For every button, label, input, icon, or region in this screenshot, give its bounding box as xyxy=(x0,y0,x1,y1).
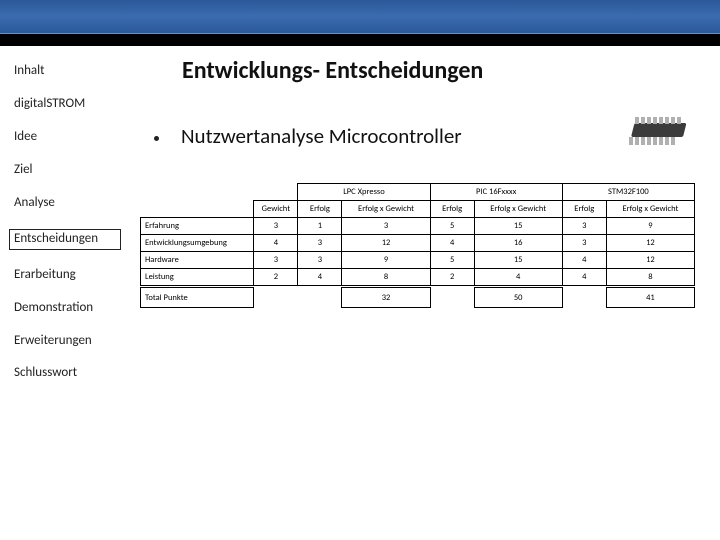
total-label: Total Punkte xyxy=(141,288,254,308)
sidebar-item-erweiterungen[interactable]: Erweiterungen xyxy=(14,334,120,349)
main-content: Entwicklungs- Entscheidungen Nutzwertana… xyxy=(130,46,720,540)
subtitle-row: Nutzwertanalyse Microcontroller xyxy=(154,123,705,149)
row-erfahrung-label: Erfahrung xyxy=(141,218,254,235)
row-leistung-label: Leistung xyxy=(141,269,254,286)
decision-table-wrapper: LPC Xpresso PIC 16Fxxxx STM32F100 Gewich… xyxy=(140,183,695,308)
sidebar-item-idee[interactable]: Idee xyxy=(14,130,120,145)
sidebar-item-ziel[interactable]: Ziel xyxy=(14,163,120,178)
row-hardware-label: Hardware xyxy=(141,252,254,269)
sidebar-item-erarbeitung[interactable]: Erarbeitung xyxy=(14,268,120,283)
total-lpc: 32 xyxy=(342,288,430,308)
sidebar-item-inhalt[interactable]: Inhalt xyxy=(14,64,120,79)
total-pic: 50 xyxy=(474,288,562,308)
subtitle-text: Nutzwertanalyse Microcontroller xyxy=(181,123,462,149)
header-erfolg-3: Erfolg xyxy=(562,201,606,218)
sidebar-item-entscheidungen[interactable]: Entscheidungen xyxy=(9,229,121,250)
decision-table: LPC Xpresso PIC 16Fxxxx STM32F100 Gewich… xyxy=(140,183,695,308)
header-erfolg-2: Erfolg xyxy=(430,201,474,218)
header-eg-1: Erfolg x Gewicht xyxy=(342,201,430,218)
sidebar-item-schlusswort[interactable]: Schlusswort xyxy=(14,366,120,381)
column-group-pic: PIC 16Fxxxx xyxy=(430,184,562,201)
header-eg-3: Erfolg x Gewicht xyxy=(606,201,694,218)
total-stm: 41 xyxy=(606,288,694,308)
page-title: Entwicklungs- Entscheidungen xyxy=(182,56,705,85)
header-erfolg-1: Erfolg xyxy=(298,201,342,218)
column-group-stm: STM32F100 xyxy=(562,184,694,201)
black-strip xyxy=(0,34,720,46)
sidebar-item-analyse[interactable]: Analyse xyxy=(14,196,120,211)
sidebar-nav: Inhalt digitalSTROM Idee Ziel Analyse En… xyxy=(0,46,130,540)
sidebar-item-demonstration[interactable]: Demonstration xyxy=(14,301,120,316)
row-entwicklungsumgebung-label: Entwicklungsumgebung xyxy=(141,235,254,252)
column-group-lpc: LPC Xpresso xyxy=(298,184,430,201)
header-gewicht: Gewicht xyxy=(254,201,298,218)
bullet-icon xyxy=(154,136,159,141)
accent-gradient-bar xyxy=(0,0,720,34)
header-eg-2: Erfolg x Gewicht xyxy=(474,201,562,218)
microcontroller-chip-icon xyxy=(623,113,693,155)
sidebar-item-digitalstrom[interactable]: digitalSTROM xyxy=(14,97,120,112)
